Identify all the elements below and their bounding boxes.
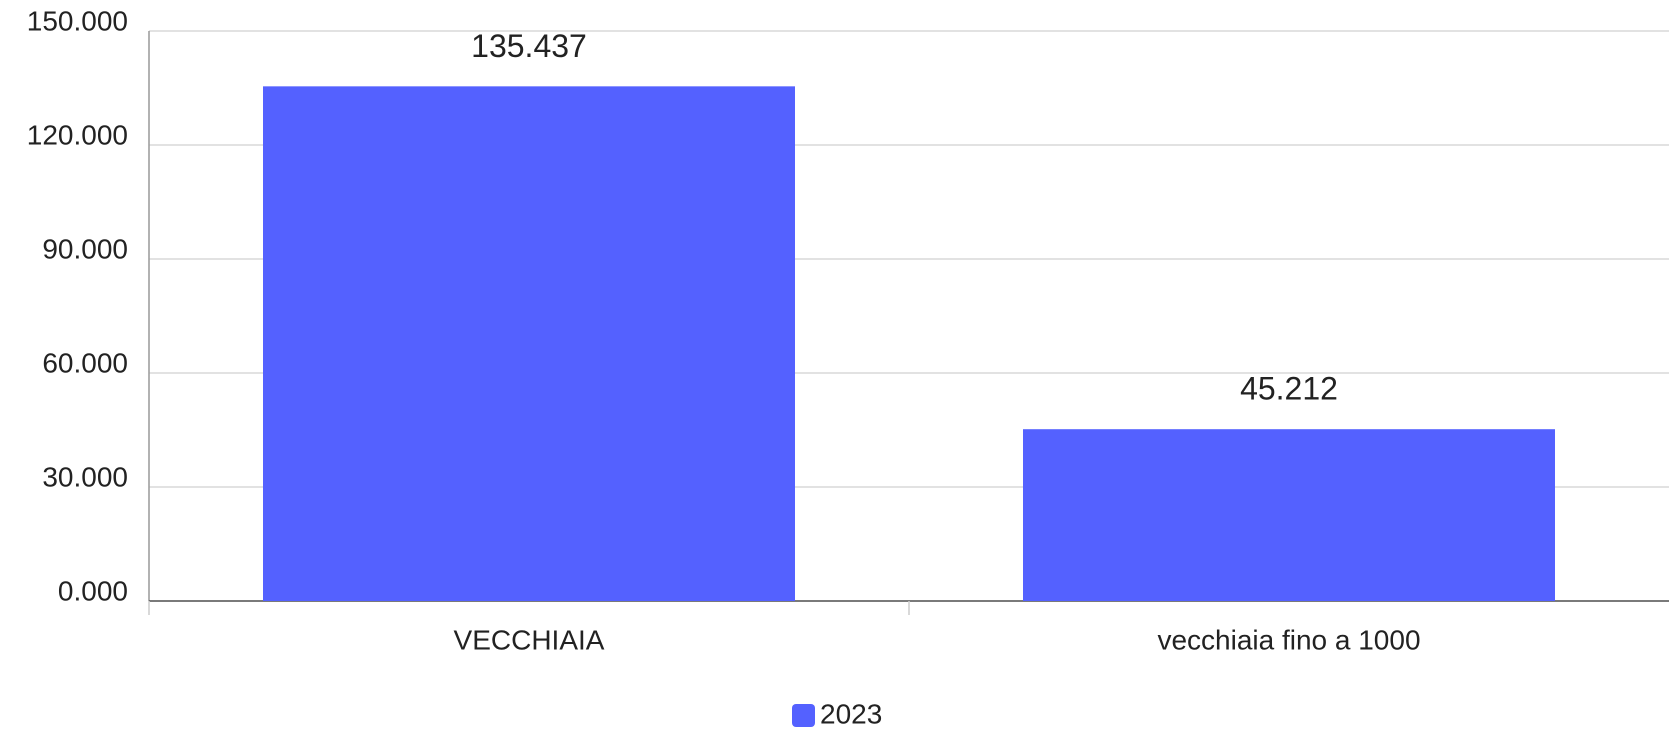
- legend-label: 2023: [820, 698, 882, 729]
- x-tick-label: VECCHIAIA: [454, 624, 605, 655]
- data-label: 135.437: [471, 28, 587, 64]
- bar: [1023, 429, 1555, 601]
- y-tick-label: 90.000: [42, 233, 128, 264]
- bar: [263, 86, 795, 601]
- y-tick-label: 120.000: [27, 119, 128, 150]
- y-tick-label: 0.000: [58, 575, 128, 606]
- x-tick-label: vecchiaia fino a 1000: [1157, 624, 1420, 655]
- y-tick-label: 60.000: [42, 347, 128, 378]
- y-tick-label: 30.000: [42, 461, 128, 492]
- legend-swatch: [792, 704, 815, 727]
- data-label: 45.212: [1240, 371, 1338, 407]
- y-tick-label: 150.000: [27, 5, 128, 36]
